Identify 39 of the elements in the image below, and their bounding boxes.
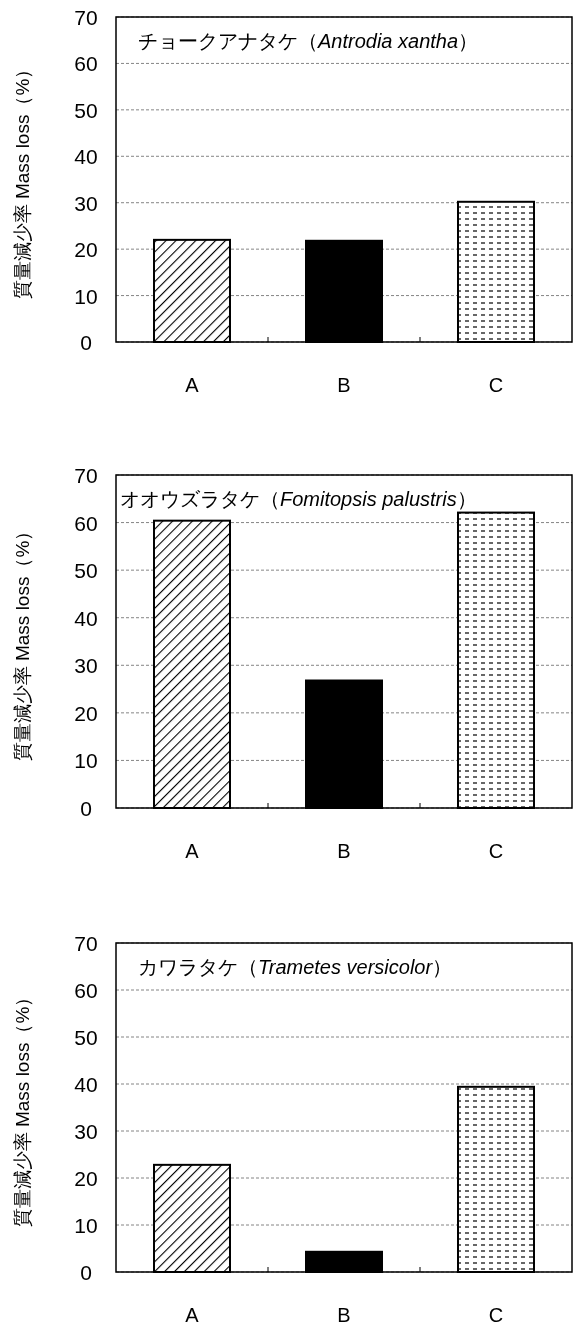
y-tick-label: 70 bbox=[74, 464, 98, 487]
x-tick-label: C bbox=[488, 1304, 504, 1326]
x-tick-label: B bbox=[337, 840, 351, 862]
x-tick-label: A bbox=[185, 374, 200, 396]
x-tick-label: B bbox=[337, 374, 351, 396]
y-tick-label: 10 bbox=[74, 1214, 98, 1237]
x-tick-label: C bbox=[488, 374, 504, 396]
y-tick-label: 30 bbox=[74, 1120, 98, 1143]
y-tick-label: 20 bbox=[74, 701, 98, 725]
y-tick-label: 30 bbox=[74, 191, 98, 215]
y-tick-label: 50 bbox=[74, 98, 98, 122]
y-tick-label: 40 bbox=[74, 145, 98, 169]
x-tick-label: B bbox=[337, 1304, 351, 1326]
y-tick-label: 0 bbox=[80, 331, 92, 354]
text: オオウズラタケ（Fomitopsis palustris） bbox=[120, 488, 477, 510]
y-tick-label: 10 bbox=[74, 284, 98, 308]
x-tick-label: A bbox=[185, 840, 200, 862]
y-tick-label: 0 bbox=[80, 1261, 92, 1284]
y-axis-title: 質量減少率 Mass loss（%） bbox=[12, 521, 34, 762]
y-tick-label: 70 bbox=[74, 932, 98, 955]
y-axis-title: 質量減少率 Mass loss（%） bbox=[12, 987, 34, 1228]
y-tick-label: 20 bbox=[74, 1167, 98, 1190]
y-tick-label: 10 bbox=[74, 749, 98, 773]
x-tick-label: A bbox=[185, 1304, 200, 1326]
y-tick-label: 40 bbox=[74, 1073, 98, 1096]
y-tick-label: 60 bbox=[74, 52, 98, 76]
y-tick-label: 20 bbox=[74, 238, 98, 262]
y-tick-label: 60 bbox=[74, 979, 98, 1002]
y-tick-label: 70 bbox=[74, 6, 98, 29]
y-tick-label: 60 bbox=[74, 511, 98, 535]
y-tick-label: 50 bbox=[74, 1026, 98, 1049]
text: カワラタケ（Trametes versicolor） bbox=[138, 956, 453, 978]
text: チョークアナタケ（Antrodia xantha） bbox=[138, 30, 479, 52]
y-axis-title: 質量減少率 Mass loss（%） bbox=[12, 59, 34, 300]
y-tick-label: 30 bbox=[74, 654, 98, 678]
y-tick-label: 40 bbox=[74, 606, 98, 630]
x-tick-label: C bbox=[488, 840, 504, 862]
y-tick-label: 50 bbox=[74, 559, 98, 583]
y-tick-label: 0 bbox=[80, 797, 92, 820]
